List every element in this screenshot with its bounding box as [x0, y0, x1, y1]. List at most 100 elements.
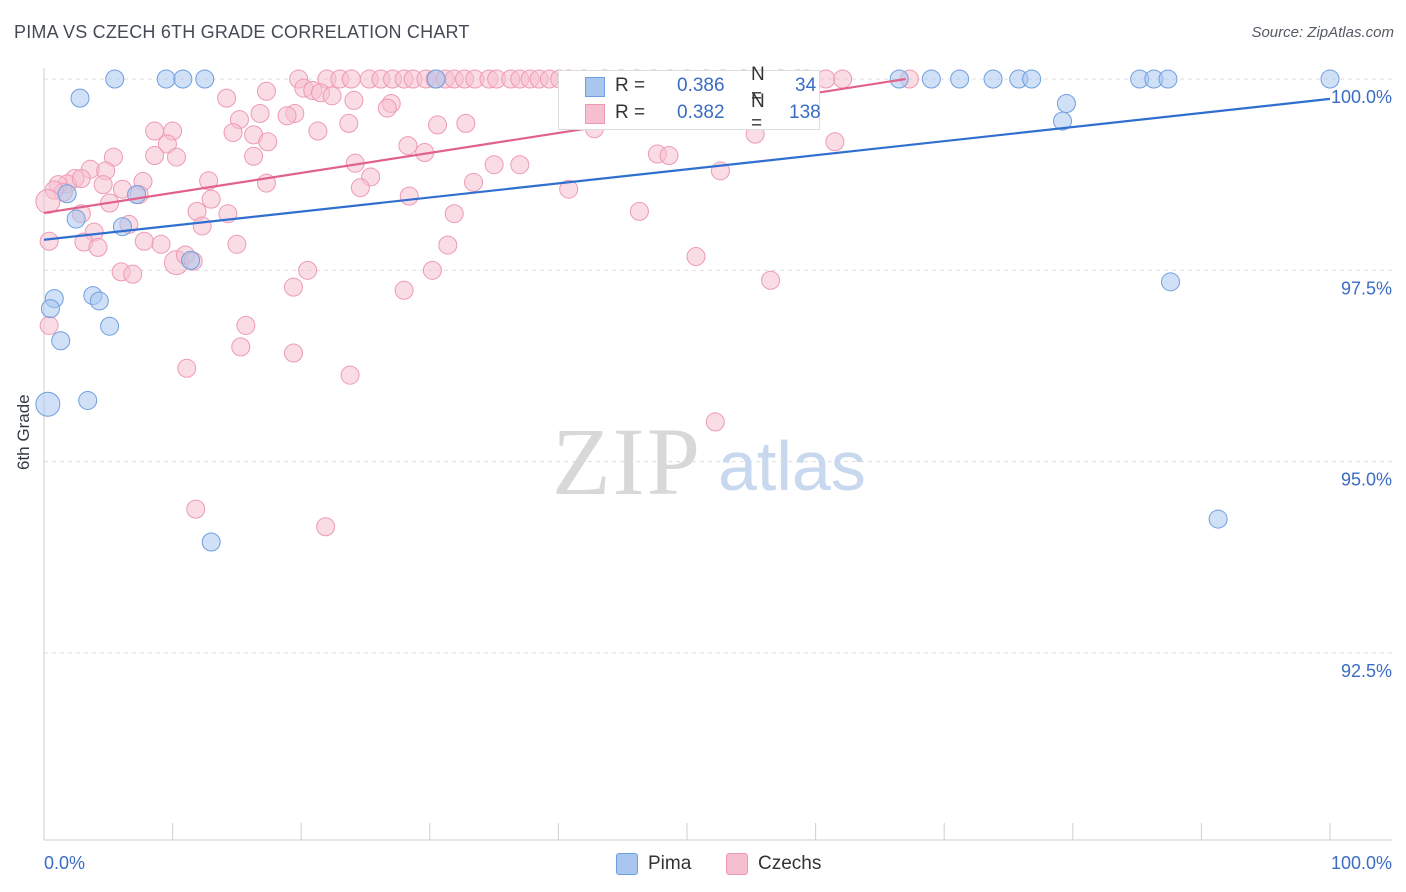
czech-point	[39, 315, 59, 335]
czech-point	[629, 201, 649, 221]
pima-trend-line	[43, 97, 1331, 241]
czech-point	[201, 189, 221, 209]
czech-point	[157, 134, 177, 154]
czech-point	[377, 98, 397, 118]
x-tick-label: 0.0%	[44, 853, 85, 873]
source-label: Source: ZipAtlas.com	[1251, 24, 1394, 41]
watermark: ZIP atlas	[552, 408, 866, 515]
pima-point	[35, 391, 61, 417]
czech-point	[398, 136, 418, 156]
czech-point	[166, 147, 186, 167]
czech-n-value: 138	[789, 102, 821, 123]
czech-point	[145, 121, 165, 141]
czech-point	[258, 132, 278, 152]
y-tick-label: 97.5%	[1341, 278, 1392, 298]
czech-point	[231, 337, 251, 357]
czech-point	[322, 86, 342, 106]
legend-r-label: R =	[615, 75, 646, 96]
pima-point	[127, 185, 147, 205]
grid-lines	[44, 78, 1392, 654]
czech-point	[223, 123, 243, 143]
czech-point	[438, 235, 458, 255]
pima-legend-swatch	[616, 853, 638, 875]
pima-point	[950, 69, 970, 89]
czech-point	[256, 81, 276, 101]
pima-point	[1320, 69, 1340, 89]
czech-point	[298, 260, 318, 280]
pima-point	[983, 69, 1003, 89]
czech-point	[344, 90, 364, 110]
czech-point	[192, 216, 212, 236]
pima-point	[70, 88, 90, 108]
czech-point	[283, 343, 303, 363]
czech-point	[394, 280, 414, 300]
czech-swatch	[585, 104, 605, 124]
pima-point	[78, 390, 98, 410]
czech-point	[123, 264, 143, 284]
czech-point	[145, 146, 165, 166]
pima-point	[1208, 509, 1228, 529]
pima-point	[156, 69, 176, 89]
watermark-atlas: atlas	[718, 427, 866, 505]
czech-point	[244, 146, 264, 166]
czech-point	[283, 277, 303, 297]
pima-point	[1161, 272, 1181, 292]
czech-point	[350, 178, 370, 198]
czech-point	[236, 315, 256, 335]
pima-point	[195, 69, 215, 89]
pima-point	[1158, 69, 1178, 89]
czech-point	[93, 175, 113, 195]
czech-point	[177, 358, 197, 378]
pima-point	[40, 299, 60, 319]
czech-point	[484, 155, 504, 175]
czech-point	[340, 365, 360, 385]
pima-point	[112, 217, 132, 237]
czech-point	[428, 115, 448, 135]
czech-point	[250, 103, 270, 123]
pima-point	[426, 69, 446, 89]
czech-point	[341, 69, 361, 89]
pima-swatch	[585, 77, 605, 97]
czech-r-value: 0.382	[677, 102, 725, 123]
czech-point	[186, 499, 206, 519]
czech-point	[444, 204, 464, 224]
czech-point	[825, 132, 845, 152]
tick-labels: 92.5% 95.0% 97.5% 100.0% 0.0% 100.0%	[44, 87, 1392, 873]
czech-point	[456, 113, 476, 133]
czech-point	[199, 171, 219, 191]
pima-point	[66, 209, 86, 229]
pima-point	[201, 532, 221, 552]
pima-point	[181, 250, 201, 270]
y-tick-label: 100.0%	[1331, 87, 1392, 107]
czech-point	[88, 237, 108, 257]
czech-point	[39, 231, 59, 251]
pima-point	[89, 291, 109, 311]
czech-point	[559, 179, 579, 199]
czech-point	[705, 412, 725, 432]
pima-point	[100, 316, 120, 336]
pima-point	[105, 69, 125, 89]
czech-point	[510, 155, 530, 175]
chart-title: PIMA VS CZECH 6TH GRADE CORRELATION CHAR…	[14, 22, 470, 42]
pima-point	[57, 184, 77, 204]
pima-point	[1056, 93, 1076, 113]
czech-legend-label: Czechs	[758, 853, 822, 874]
pima-point	[173, 69, 193, 89]
x-tick-label: 100.0%	[1331, 853, 1392, 873]
watermark-zip: ZIP	[552, 408, 702, 515]
pima-legend-label: Pima	[648, 853, 692, 874]
czech-point	[316, 517, 336, 537]
legend-r-label: R =	[615, 102, 646, 123]
pima-point	[51, 331, 71, 351]
legend-n-label: N =	[751, 64, 765, 107]
pima-point	[1022, 69, 1042, 89]
y-tick-label: 92.5%	[1341, 661, 1392, 681]
y-tick-label: 95.0%	[1341, 470, 1392, 490]
czech-point	[833, 69, 853, 89]
correlation-legend: R = 0.386 N = 34 R = 0.382 N = 138	[558, 64, 821, 134]
pima-point	[921, 69, 941, 89]
czech-point	[308, 121, 328, 141]
czech-point	[134, 231, 154, 251]
pima-n-value: 34	[795, 75, 817, 96]
